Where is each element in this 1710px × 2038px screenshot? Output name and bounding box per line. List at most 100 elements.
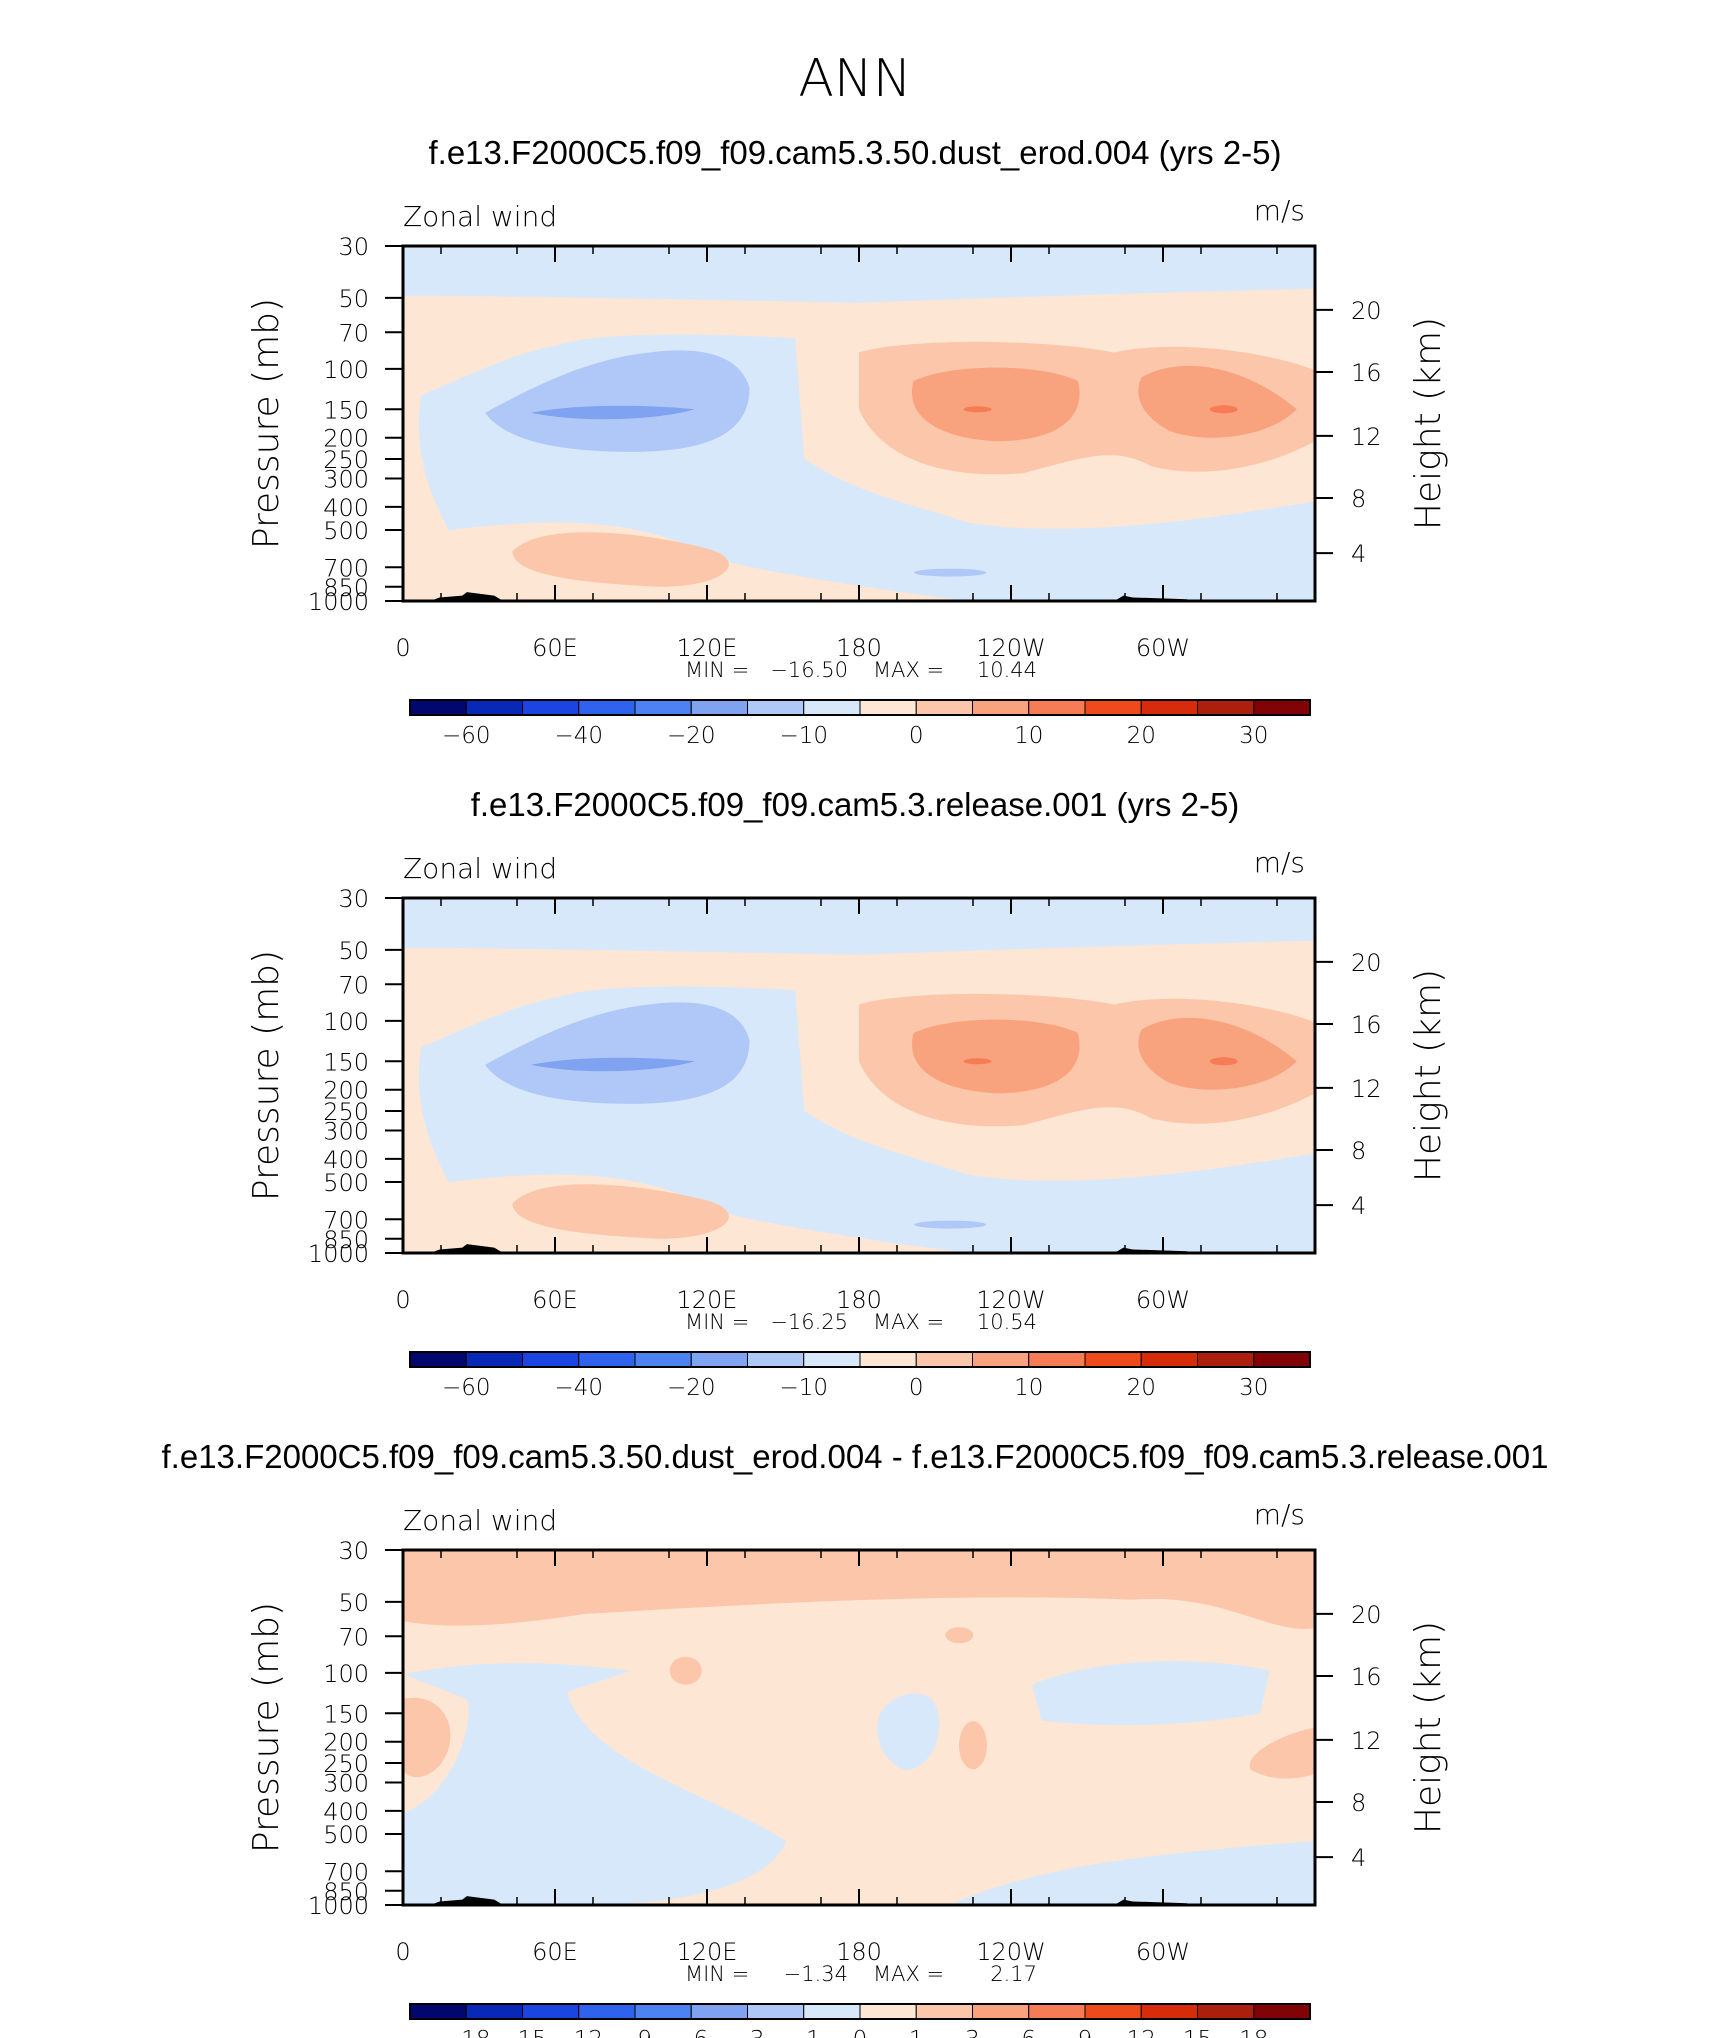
units-label: m/s — [1254, 846, 1305, 879]
y-tick-label: 70 — [338, 319, 369, 347]
region-westerly-max-2 — [1209, 405, 1238, 414]
colorbar-swatch — [1253, 2003, 1311, 2020]
y-tick-label: 300 — [323, 1118, 369, 1146]
colorbar-label: −20 — [667, 1375, 716, 1401]
y-tick-label: 30 — [338, 1537, 369, 1565]
x-tick-label: 0 — [395, 1938, 410, 1966]
y-tick-label: 70 — [338, 1623, 369, 1651]
y2-tick-label: 4 — [1351, 1844, 1366, 1872]
y-tick-label: 1000 — [308, 588, 369, 616]
y-tick-label: 200 — [323, 425, 369, 453]
region-lowlevel-westerly — [512, 1184, 729, 1239]
region-diff-positive-blob — [669, 1656, 702, 1685]
max-value: 2.17 — [990, 1962, 1037, 1986]
y-tick-label: 30 — [338, 885, 369, 913]
x-tick-label: 180 — [836, 1938, 882, 1966]
x-tick-label: 120W — [976, 1286, 1046, 1314]
region-easterly-max — [530, 405, 695, 420]
y2-tick-label: 12 — [1351, 1727, 1382, 1755]
min-value: −16.25 — [770, 1310, 848, 1334]
colorbar-label: 6 — [1021, 2027, 1036, 2038]
colorbar-frame — [409, 2003, 1311, 2020]
colorbar-label: 18 — [1239, 2027, 1268, 2038]
colorbar-swatch — [972, 699, 1030, 716]
x-tick-label: 60W — [1136, 1286, 1190, 1314]
colorbar-swatch — [634, 1351, 692, 1368]
colorbar-swatch — [1140, 699, 1198, 716]
colorbar-swatch — [1197, 2003, 1255, 2020]
x-tick-label: 180 — [836, 1286, 882, 1314]
y2-tick-label: 4 — [1351, 1192, 1366, 1220]
colorbar-label: −9 — [618, 2027, 652, 2038]
y-tick-label: 850 — [323, 1878, 369, 1906]
y-tick-label: 30 — [338, 233, 369, 261]
y-tick-label: 50 — [338, 285, 369, 313]
y-tick-label: 700 — [323, 554, 369, 582]
colorbar-swatch — [747, 2003, 805, 2020]
colorbar: −18 −15 −12 −9 −6 −3 −1 0 1 3 6 9 12 15 18 — [409, 2003, 1311, 2038]
colorbar-swatch — [915, 699, 973, 716]
colorbar-label: −40 — [554, 1375, 603, 1401]
colorbar-swatch — [803, 2003, 861, 2020]
units-label: m/s — [1254, 1498, 1305, 1531]
colorbar-label: 1 — [909, 2027, 924, 2038]
chart-title: f.e13.F2000C5.f09_f09.cam5.3.50.dust_ero… — [428, 134, 1281, 171]
y-tick-label: 150 — [323, 396, 369, 424]
colorbar-label: 15 — [1183, 2027, 1212, 2038]
region-diff-positive-strat — [403, 1550, 1315, 1629]
y-tick-label: 300 — [323, 466, 369, 494]
chart-panel-2: f.e13.F2000C5.f09_f09.cam5.3.release.001… — [246, 786, 1449, 1401]
colorbar-swatch — [1140, 1351, 1198, 1368]
region-westerly-core-2 — [1138, 1017, 1297, 1090]
colorbar-swatch — [465, 2003, 523, 2020]
colorbar-label: 9 — [1078, 2027, 1093, 2038]
x-tick-label: 0 — [395, 634, 410, 662]
y-tick-label: 850 — [323, 1226, 369, 1254]
colorbar-swatch — [1197, 1351, 1255, 1368]
y2-tick-label: 8 — [1351, 1137, 1366, 1165]
colorbar-swatch — [859, 1351, 917, 1368]
y-tick-label: 400 — [323, 1146, 369, 1174]
y-tick-label: 1000 — [308, 1240, 369, 1268]
colorbar-swatch — [1253, 699, 1311, 716]
colorbar-label: 10 — [1014, 723, 1043, 749]
min-value: −16.50 — [770, 658, 848, 682]
colorbar-swatch — [578, 2003, 636, 2020]
region-diff-positive-w — [403, 1697, 451, 1778]
colorbar-swatch — [465, 1351, 523, 1368]
colorbar-label: 20 — [1127, 723, 1156, 749]
colorbar-label: 30 — [1239, 723, 1268, 749]
colorbar-swatch — [522, 699, 580, 716]
region-small-easterly — [914, 568, 987, 577]
region-diff-negative-mid — [877, 1693, 940, 1771]
x-tick-label: 60E — [532, 1938, 578, 1966]
region-westerly-core-2 — [1138, 365, 1297, 438]
field-label: Zonal wind — [403, 200, 557, 233]
x-tick-label: 120W — [976, 1938, 1046, 1966]
region-lowlevel-westerly — [512, 532, 729, 587]
y2-tick-label: 16 — [1351, 1011, 1382, 1039]
colorbar-swatch — [972, 1351, 1030, 1368]
max-label: MAX = — [873, 1310, 944, 1334]
max-value: 10.54 — [977, 1310, 1037, 1334]
colorbar-label: −40 — [554, 723, 603, 749]
region-westerly-max-2 — [1209, 1057, 1238, 1066]
units-label: m/s — [1254, 194, 1305, 227]
colorbar-swatch — [859, 699, 917, 716]
colorbar-label: −10 — [779, 723, 828, 749]
colorbar-swatch — [747, 699, 805, 716]
x-tick-label: 180 — [836, 634, 882, 662]
colorbar-swatch — [1028, 1351, 1086, 1368]
min-label: MIN = — [685, 1310, 749, 1334]
contour-field — [403, 1550, 1315, 1905]
colorbar-label: −1 — [787, 2027, 821, 2038]
colorbar-label: −60 — [442, 723, 491, 749]
region-small-easterly — [914, 1220, 987, 1229]
min-label: MIN = — [685, 1962, 749, 1986]
chart-title: f.e13.F2000C5.f09_f09.cam5.3.release.001… — [471, 786, 1240, 823]
colorbar-swatch — [690, 2003, 748, 2020]
y2-axis-title: Height (km) — [1408, 969, 1449, 1182]
y2-tick-label: 20 — [1351, 297, 1382, 325]
chart-title: f.e13.F2000C5.f09_f09.cam5.3.50.dust_ero… — [162, 1438, 1549, 1475]
y2-tick-label: 8 — [1351, 1789, 1366, 1817]
